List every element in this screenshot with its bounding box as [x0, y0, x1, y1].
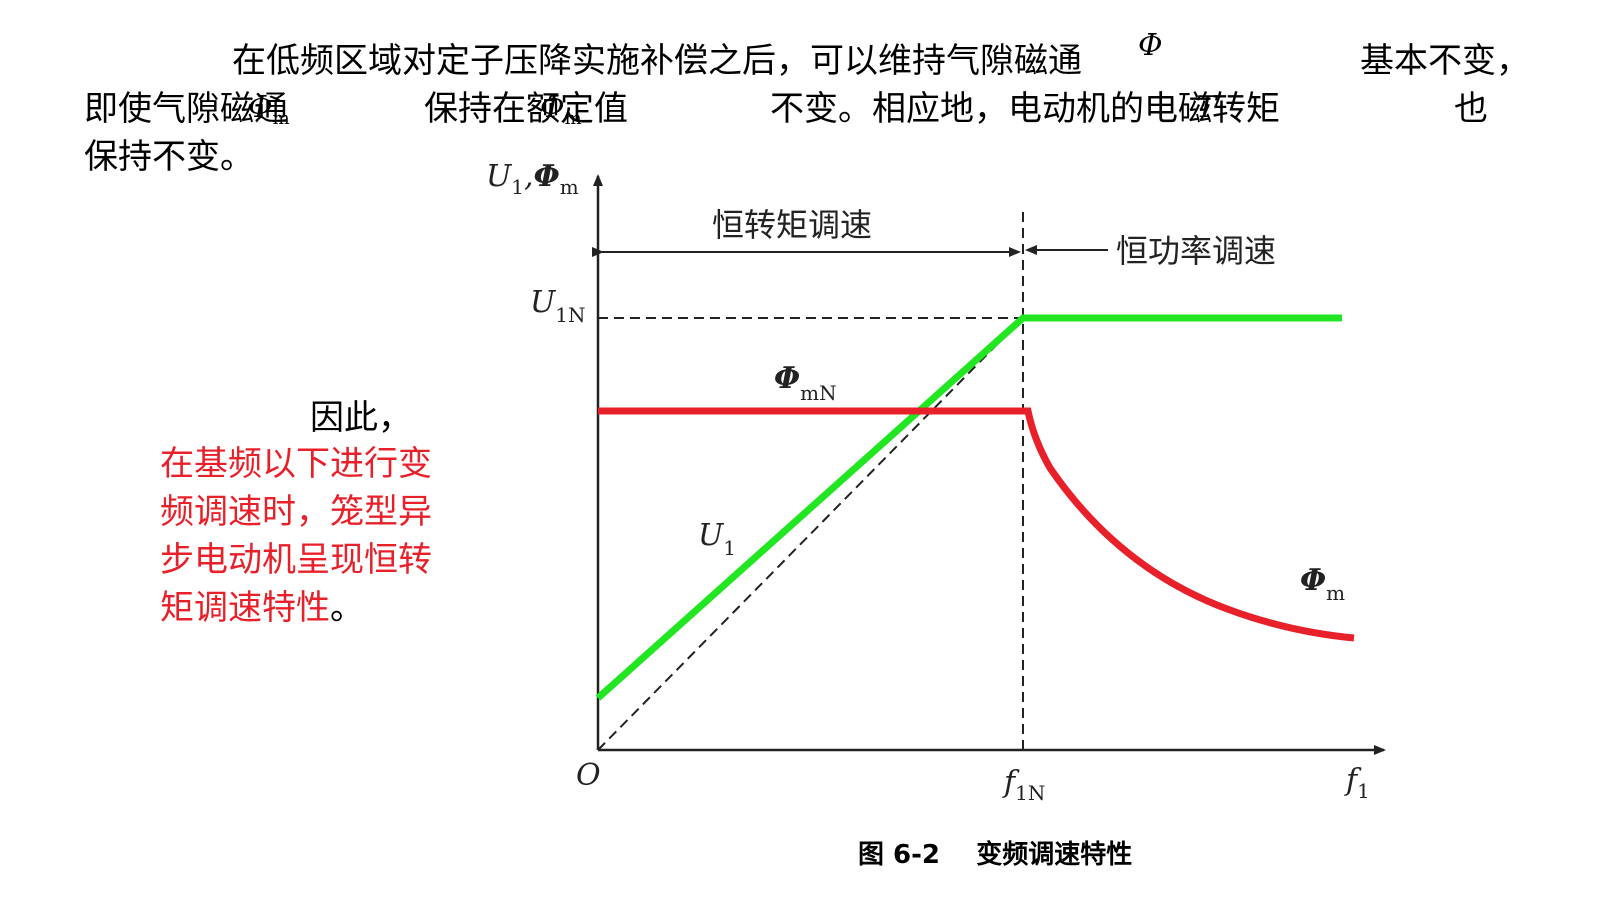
- flux-curve-phim: [598, 407, 1355, 642]
- paragraph-line-3: 保持不变。: [84, 137, 254, 177]
- voltage-curve-u1: [595, 314, 1342, 701]
- conclusion-text: 在基频以下进行变频调速时，笼型异步电动机呈现恒转矩调速特性。: [160, 444, 432, 628]
- constant-power-region-label: 恒功率调速: [1116, 232, 1276, 270]
- y-axis-label: U1,Φm: [486, 159, 579, 199]
- torque-symbol: T: [1196, 90, 1217, 125]
- paragraph-line-2-part-3: 不变。相应地，电动机的电磁转矩: [770, 89, 1280, 129]
- diagonal-dashed-line: [597, 317, 1024, 751]
- phi-m-symbol-1: Φm: [248, 90, 290, 129]
- phi-m-symbol-2: Φm: [540, 90, 582, 129]
- u1-curve-label: U1: [698, 518, 736, 560]
- figure-caption: 图 6-2 变频调速特性: [858, 840, 1133, 870]
- u1n-label: U1N: [530, 285, 586, 327]
- origin-label: O: [576, 758, 601, 793]
- f1n-label: f1N: [1002, 765, 1045, 805]
- phi-m-curve-label: Φm: [1300, 563, 1345, 605]
- therefore-label: 因此，: [310, 398, 412, 438]
- phi-mn-label: ΦmN: [774, 361, 837, 405]
- paragraph-line-2-end: 也: [1454, 89, 1488, 129]
- paragraph-line-1: 在低频区域对定子压降实施补偿之后，可以维持气隙磁通: [232, 41, 1082, 81]
- phi-symbol: Φ: [1138, 28, 1163, 63]
- x-axis-label: f1: [1344, 763, 1370, 803]
- paragraph-line-2: 即使气隙磁通: [84, 89, 288, 129]
- constant-torque-region-label: 恒转矩调速: [712, 206, 872, 244]
- paragraph-line-2-part-2: 保持在额定值: [424, 89, 628, 129]
- paragraph-line-1-end: 基本不变，: [1360, 41, 1530, 81]
